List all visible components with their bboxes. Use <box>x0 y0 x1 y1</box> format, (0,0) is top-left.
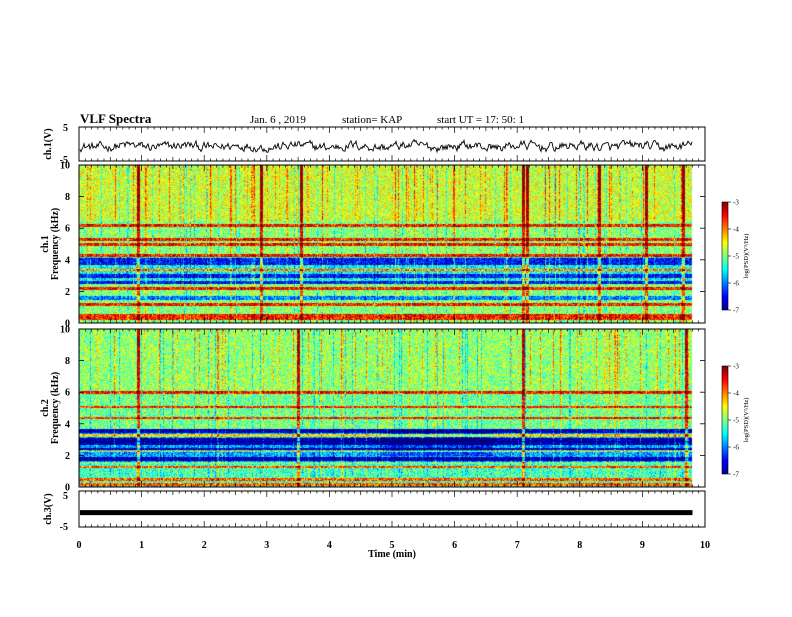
ch2-colorbar-label: log(PSD)(V²/Hz) <box>743 398 750 443</box>
ch1-spectrogram-image <box>79 165 705 323</box>
ch1-waveform-line <box>79 138 693 154</box>
time-tick-label: 2 <box>202 540 207 551</box>
ch1-waveform-ticks <box>78 127 706 161</box>
ch3-waveform-ticks <box>78 491 706 527</box>
ch2-colorbar-ticks: -3 -4 -5 -6 -7 <box>728 363 739 479</box>
ch2-colorbar: -3 -4 -5 -6 -7 log(PSD)(V²/Hz) <box>721 363 750 479</box>
ch1-waveform-ylabel: ch.1(V) <box>43 128 54 159</box>
time-tick-label: 6 <box>452 540 457 551</box>
colorbar-tick-label: -6 <box>733 444 739 452</box>
colorbar-tick-label: -3 <box>733 363 739 371</box>
ch3-ytick-bottom: -5 <box>60 522 68 533</box>
ch2-spectrogram-ylabel: ch.2 <box>40 399 51 417</box>
time-tick-label: 3 <box>264 540 269 551</box>
start-time-label: start UT = 17: 50: 1 <box>437 114 524 126</box>
ch1-waveform-panel: 5 -5 ch.1(V) <box>43 123 706 166</box>
frequency-tick-label: 2 <box>65 287 70 298</box>
ch1-ytick-bottom: -5 <box>60 155 68 166</box>
frequency-tick-label: 0 <box>65 483 70 494</box>
ch1-ytick-top: 5 <box>63 123 68 134</box>
ch2-spectrogram-ticks <box>78 328 706 488</box>
ch1-spectrogram-panel: 0 2 4 6 8 10 ch.1 Frequency (kHz) <box>40 161 706 330</box>
frequency-tick-label: 2 <box>65 451 70 462</box>
ch1-colorbar-ticks: -3 -4 -5 -6 -7 <box>728 199 739 315</box>
ch3-ytick-top: 5 <box>63 491 68 502</box>
station-label: station= KAP <box>342 114 402 126</box>
time-tick-label: 5 <box>390 540 395 551</box>
colorbar-tick-label: -5 <box>733 253 739 261</box>
colorbar-tick-label: -4 <box>733 226 739 234</box>
time-tick-label: 1 <box>139 540 144 551</box>
ch3-waveform-ylabel: ch.3(V) <box>43 493 54 524</box>
time-axis-label: Time (min) <box>368 549 416 560</box>
time-tick-label: 4 <box>327 540 332 551</box>
ch1-spectrogram-ticks <box>78 164 706 324</box>
time-tick-label: 9 <box>640 540 645 551</box>
time-axis-tick-labels: 0 1 2 3 4 5 6 7 8 9 10 <box>77 540 711 551</box>
time-tick-label: 8 <box>577 540 582 551</box>
colorbar-tick-label: -7 <box>733 307 739 315</box>
frequency-tick-label: 4 <box>65 255 70 266</box>
frequency-tick-label: 6 <box>65 388 70 399</box>
colorbar-tick-label: -4 <box>733 390 739 398</box>
ch1-colorbar-label: log(PSD)(V²/Hz) <box>743 234 750 279</box>
ch2-spectrogram-panel: 0 2 4 6 8 10 ch.2 Frequency (kHz) <box>40 325 706 494</box>
ch1-frequency-tick-labels: 0 2 4 6 8 10 <box>60 161 70 330</box>
ch1-spectrogram-ylabel: ch.1 <box>40 235 51 253</box>
frequency-tick-label: 4 <box>65 419 70 430</box>
ch2-colorbar-scale <box>721 365 729 475</box>
colorbar-tick-label: -3 <box>733 199 739 207</box>
time-tick-label: 0 <box>77 540 82 551</box>
colorbar-tick-label: -7 <box>733 471 739 479</box>
figure-title: VLF Spectra <box>80 111 152 126</box>
ch1-colorbar: -3 -4 -5 -6 -7 log(PSD)(V²/Hz) <box>721 199 750 315</box>
colorbar-tick-label: -6 <box>733 280 739 288</box>
date-label: Jan. 6 , 2019 <box>250 114 306 126</box>
frequency-tick-label: 8 <box>65 356 70 367</box>
frequency-tick-label: 10 <box>60 161 70 172</box>
ch1-frequency-axis-label: Frequency (kHz) <box>50 208 61 280</box>
ch2-spectrogram-image <box>79 329 705 487</box>
frequency-tick-label: 6 <box>65 224 70 235</box>
ch2-frequency-tick-labels: 0 2 4 6 8 10 <box>60 325 70 494</box>
colorbar-tick-label: -5 <box>733 417 739 425</box>
time-tick-label: 7 <box>515 540 520 551</box>
time-tick-label: 10 <box>700 540 710 551</box>
frequency-tick-label: 10 <box>60 325 70 336</box>
frequency-tick-label: 8 <box>65 192 70 203</box>
ch1-colorbar-scale <box>721 201 729 311</box>
frequency-tick-label: 0 <box>65 319 70 330</box>
ch3-waveform-panel: 5 -5 ch.3(V) <box>43 490 706 533</box>
ch2-frequency-axis-label: Frequency (kHz) <box>50 372 61 444</box>
